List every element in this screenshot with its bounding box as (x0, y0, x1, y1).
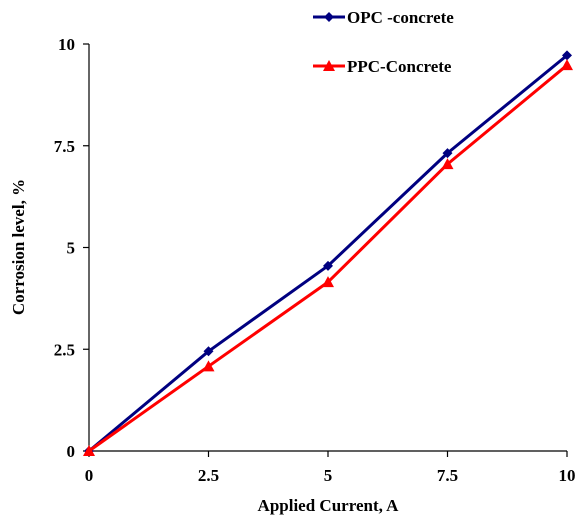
data-point-ppc (83, 445, 95, 456)
series-opc (84, 50, 572, 456)
data-point-opc (323, 260, 333, 271)
x-tick-label: 5 (324, 466, 333, 485)
series-line-opc (88, 54, 568, 453)
legend-marker-opc-diamond-icon (324, 12, 334, 22)
legend-label-ppc: PPC-Concrete (347, 57, 452, 76)
series-group (83, 50, 573, 456)
data-point-ppc (441, 158, 454, 170)
data-point-opc (562, 50, 572, 61)
data-point-opc (203, 346, 214, 357)
axis-ticks: 0 2.5 5 7.5 10 0 2.5 5 7.5 10 (54, 35, 576, 485)
legend-item-opc: OPC -concrete (313, 8, 454, 27)
legend-marker-ppc-triangle-icon (323, 60, 335, 71)
legend-item-ppc: PPC-Concrete (313, 57, 452, 76)
data-point-ppc (322, 276, 334, 288)
y-tick-label: 0 (67, 442, 76, 461)
data-point-ppc (561, 59, 573, 71)
data-point-opc (442, 148, 453, 159)
x-tick-label: 2.5 (198, 466, 219, 485)
y-tick-label: 7.5 (54, 137, 75, 156)
x-axis-title: Applied Current, A (258, 496, 400, 515)
x-tick-label: 7.5 (437, 466, 458, 485)
legend: OPC -concrete PPC-Concrete (313, 8, 454, 76)
y-axis-title: Corrosion level, % (9, 179, 28, 315)
legend-label-opc: OPC -concrete (347, 8, 454, 27)
y-tick-label: 2.5 (54, 340, 75, 359)
x-tick-label: 0 (85, 466, 94, 485)
y-tick-label: 5 (67, 239, 76, 258)
series-ppc (83, 59, 573, 456)
y-tick-label: 10 (58, 35, 75, 54)
x-tick-label: 10 (559, 466, 576, 485)
data-point-ppc (202, 360, 215, 372)
